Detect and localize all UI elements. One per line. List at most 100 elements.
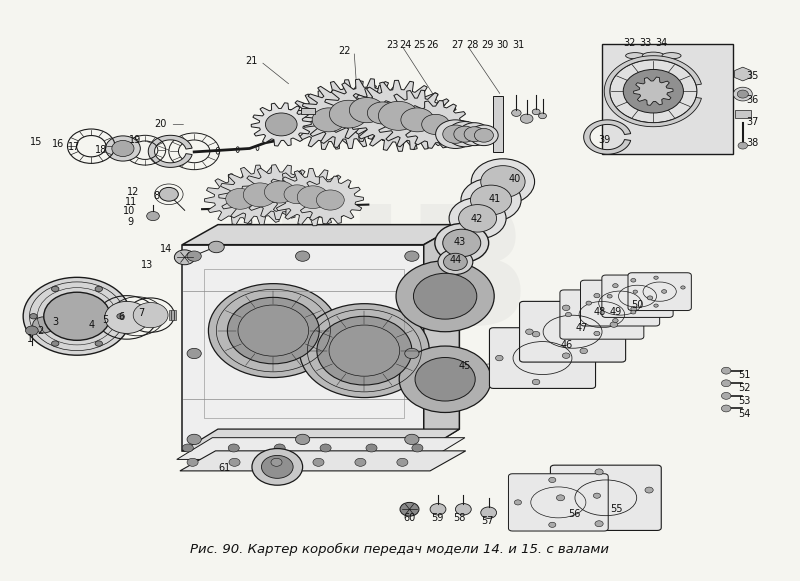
Circle shape: [520, 114, 533, 123]
FancyBboxPatch shape: [602, 275, 673, 317]
Polygon shape: [148, 135, 192, 167]
Polygon shape: [180, 451, 466, 471]
Circle shape: [106, 136, 140, 161]
Circle shape: [243, 183, 277, 207]
Circle shape: [722, 392, 731, 399]
Text: 58: 58: [453, 513, 466, 523]
Bar: [735, 110, 750, 118]
Circle shape: [117, 314, 124, 319]
Circle shape: [443, 253, 467, 271]
Polygon shape: [376, 90, 458, 149]
Circle shape: [595, 521, 603, 527]
Circle shape: [266, 113, 297, 136]
Circle shape: [633, 290, 638, 293]
Circle shape: [262, 456, 293, 478]
Text: 17: 17: [68, 142, 80, 152]
Text: 9: 9: [128, 217, 134, 227]
Circle shape: [187, 458, 198, 467]
Circle shape: [187, 434, 202, 444]
Polygon shape: [602, 44, 733, 154]
Circle shape: [738, 90, 748, 98]
Circle shape: [284, 185, 310, 204]
Bar: [205, 269, 404, 418]
Text: 47: 47: [576, 322, 588, 333]
FancyBboxPatch shape: [560, 290, 644, 339]
Circle shape: [23, 277, 131, 355]
Polygon shape: [345, 85, 421, 141]
Circle shape: [228, 444, 239, 452]
Text: 20: 20: [154, 120, 167, 130]
Text: HB: HB: [267, 198, 533, 361]
Circle shape: [580, 348, 587, 354]
Text: 22: 22: [338, 46, 351, 56]
Circle shape: [227, 297, 319, 364]
Text: 7: 7: [138, 309, 144, 318]
Circle shape: [271, 458, 282, 467]
Circle shape: [447, 121, 482, 147]
Text: 56: 56: [568, 509, 580, 519]
Bar: [169, 310, 171, 320]
Circle shape: [435, 224, 489, 263]
Text: 39: 39: [598, 135, 610, 145]
Circle shape: [722, 380, 731, 387]
Circle shape: [209, 241, 224, 253]
Text: 54: 54: [738, 408, 750, 419]
Circle shape: [44, 292, 110, 340]
Polygon shape: [402, 101, 469, 148]
Circle shape: [295, 434, 310, 444]
Text: 12: 12: [127, 187, 139, 197]
Circle shape: [631, 278, 636, 282]
Circle shape: [187, 251, 202, 261]
Polygon shape: [182, 225, 459, 245]
Circle shape: [738, 142, 747, 149]
Text: 60: 60: [403, 513, 416, 523]
FancyBboxPatch shape: [509, 474, 608, 531]
Text: 34: 34: [655, 38, 667, 48]
Text: 2: 2: [38, 325, 44, 336]
Circle shape: [330, 101, 368, 128]
Circle shape: [594, 493, 601, 498]
Text: 18: 18: [94, 145, 107, 155]
Circle shape: [549, 478, 556, 483]
Circle shape: [436, 120, 475, 149]
Polygon shape: [242, 164, 318, 220]
Text: 11: 11: [125, 197, 137, 207]
Circle shape: [399, 346, 491, 413]
Text: 26: 26: [426, 41, 438, 51]
Circle shape: [401, 108, 434, 132]
Circle shape: [397, 458, 408, 467]
Circle shape: [595, 469, 603, 475]
Polygon shape: [177, 437, 465, 460]
Text: 29: 29: [482, 41, 494, 51]
Circle shape: [613, 284, 618, 288]
Circle shape: [722, 367, 731, 374]
Text: 51: 51: [738, 370, 750, 379]
Text: 50: 50: [631, 300, 644, 310]
Circle shape: [495, 356, 503, 361]
Circle shape: [461, 178, 521, 222]
Circle shape: [134, 303, 168, 328]
Circle shape: [438, 249, 473, 274]
Circle shape: [562, 305, 570, 311]
Circle shape: [474, 128, 494, 142]
Circle shape: [226, 188, 254, 209]
Text: 46: 46: [560, 340, 572, 350]
Circle shape: [586, 301, 591, 305]
Polygon shape: [182, 429, 459, 451]
Circle shape: [187, 349, 202, 358]
Circle shape: [209, 284, 338, 378]
FancyBboxPatch shape: [628, 272, 691, 310]
Polygon shape: [274, 168, 353, 226]
Circle shape: [400, 503, 419, 516]
Circle shape: [51, 286, 59, 292]
Circle shape: [631, 307, 637, 311]
Circle shape: [174, 250, 195, 265]
Ellipse shape: [662, 53, 681, 59]
Text: 42: 42: [470, 214, 483, 224]
Circle shape: [317, 316, 412, 385]
Circle shape: [532, 109, 540, 114]
Circle shape: [112, 141, 134, 156]
Text: 52: 52: [738, 383, 750, 393]
Text: 61: 61: [218, 463, 230, 473]
Circle shape: [623, 70, 683, 113]
